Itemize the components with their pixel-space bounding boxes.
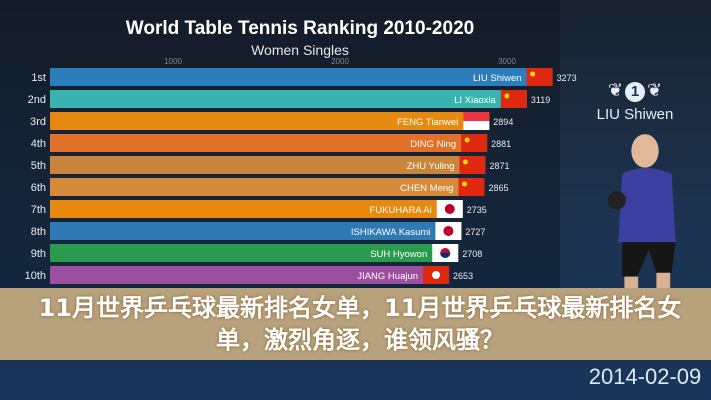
flag-chn-icon	[461, 134, 488, 152]
bar-suh-hyowon	[50, 244, 459, 262]
rank-label: 10th	[25, 270, 46, 282]
bar-name-label: FENG Tianwei	[397, 117, 458, 128]
bar-name-label: LIU Shiwen	[473, 73, 522, 84]
rank-label: 1st	[31, 72, 46, 84]
bar-name-label: CHEN Meng	[400, 183, 453, 194]
rank-label: 4th	[31, 138, 46, 150]
bar-li-xiaoxia	[50, 90, 527, 108]
flag-jpn-icon	[435, 222, 462, 240]
player-photo	[607, 134, 676, 288]
rank-label: 7th	[31, 204, 46, 216]
flag-chn-icon	[526, 68, 553, 86]
leader-rank: 1	[625, 82, 645, 102]
rank-label: 6th	[31, 182, 46, 194]
bar-name-label: DING Ning	[410, 139, 456, 150]
bar-name-label: ISHIKAWA Kasumi	[351, 227, 431, 238]
bar-value-label: 2735	[467, 205, 487, 215]
flag-chn-icon	[500, 90, 527, 108]
rank-label: 9th	[31, 248, 46, 260]
rank-label: 3rd	[30, 116, 46, 128]
bar-feng-tianwei	[50, 112, 490, 130]
bar-value-label: 2871	[489, 161, 509, 171]
flag-kor-icon	[432, 244, 459, 262]
bar-chen-meng	[50, 178, 485, 196]
bar-value-label: 3273	[557, 73, 577, 83]
bar-ding-ning	[50, 134, 488, 152]
flag-jpn-icon	[436, 200, 463, 218]
bar-jiang-huajun	[50, 266, 450, 284]
bar-value-label: 2865	[488, 183, 508, 193]
x-tick-label: 1000	[164, 57, 182, 66]
rank-label: 2nd	[28, 94, 46, 106]
headline-banner	[0, 288, 711, 360]
chart-title: World Table Tennis Ranking 2010-2020	[125, 18, 475, 39]
flag-chn-icon	[459, 156, 486, 174]
bar-name-label: LI Xiaoxia	[454, 95, 496, 106]
headline-text: 11月世界乒乓球最新排名女单，11月世界乒乓球最新排名女单，激烈角逐，谁领风骚？	[38, 294, 682, 354]
bar-value-label: 2727	[465, 227, 485, 237]
bar-name-label: JIANG Huajun	[357, 271, 418, 282]
rank-label: 8th	[31, 226, 46, 238]
bar-value-label: 3119	[531, 95, 550, 105]
bar-name-label: ZHU Yuling	[407, 161, 455, 172]
flag-sgp-icon	[463, 112, 490, 130]
leader-name: LIU Shiwen	[596, 106, 674, 123]
date-label: 2014-02-09	[588, 364, 702, 389]
chart-subtitle: Women Singles	[251, 42, 349, 58]
bar-value-label: 2653	[453, 271, 473, 281]
x-tick-label: 3000	[498, 57, 516, 66]
flag-chn-icon	[458, 178, 485, 196]
bar-value-label: 2881	[491, 139, 511, 149]
bar-value-label: 2708	[462, 249, 482, 259]
bar-ishikawa-kasumi	[50, 222, 462, 240]
bar-value-label: 2894	[493, 117, 513, 127]
bar-name-label: FUKUHARA Ai	[369, 205, 431, 216]
rank-badge-icon: ❦ 1 ❦	[607, 80, 663, 102]
rank-label: 5th	[31, 160, 46, 172]
x-tick-label: 2000	[331, 57, 349, 66]
bar-zhu-yuling	[50, 156, 486, 174]
bar-liu-shiwen	[50, 68, 553, 86]
flag-hkg-icon	[423, 266, 450, 284]
bar-name-label: SUH Hyowon	[370, 249, 427, 260]
bar-fukuhara-ai	[50, 200, 463, 218]
